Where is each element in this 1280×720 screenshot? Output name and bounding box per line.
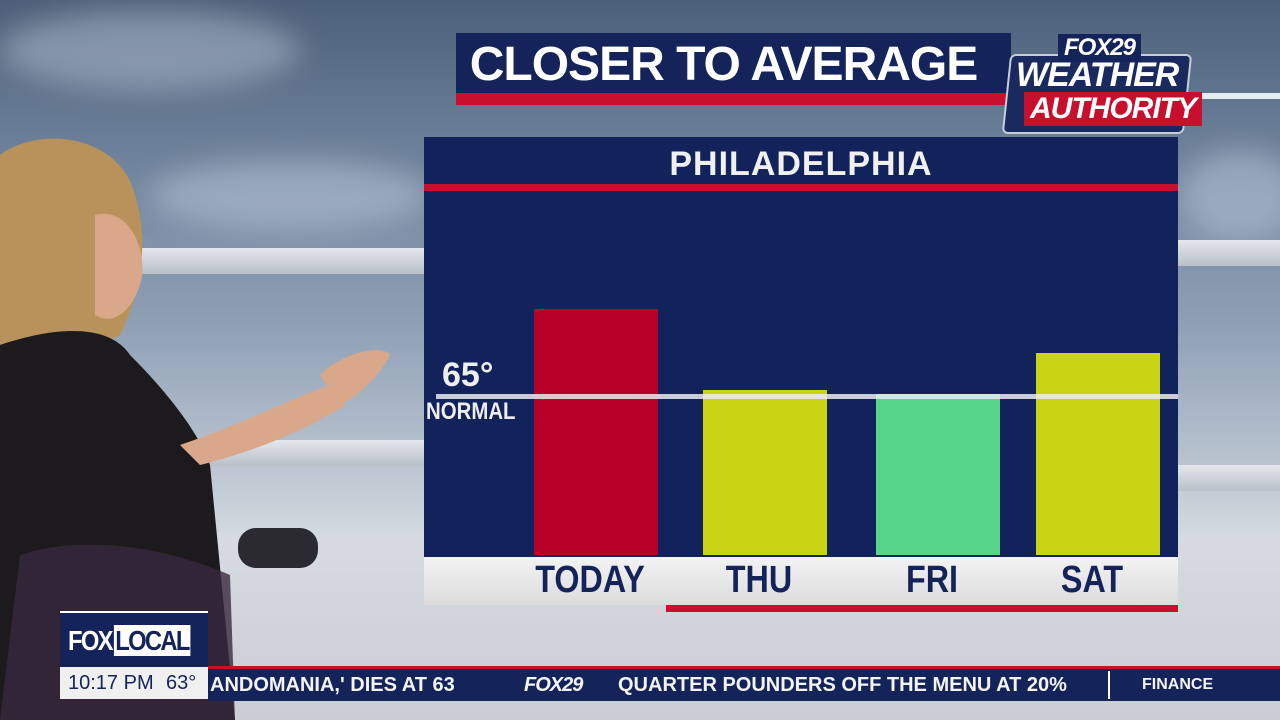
bar-sat <box>1036 353 1160 555</box>
studio-rail <box>1178 240 1280 266</box>
ticker-item: QUARTER POUNDERS OFF THE MENU AT 20% <box>618 674 1067 696</box>
panel-accent-line <box>666 605 1178 612</box>
bar-today <box>534 308 658 555</box>
chart-panel: PHILADELPHIA 65° NORMAL TODAY THU FRI SA… <box>424 137 1178 605</box>
logo-brand: FOX29 <box>1058 34 1142 62</box>
bug-channel-suffix: LOCAL <box>113 625 190 656</box>
ticker-divider <box>1108 671 1110 699</box>
normal-reference-line <box>436 394 1178 399</box>
fox-local-bug: FOX LOCAL <box>60 611 208 669</box>
normal-value-label: 65° <box>442 356 494 394</box>
cloud <box>0 10 300 90</box>
x-tick-label: SAT <box>1060 559 1124 601</box>
headline-underline <box>456 93 1011 105</box>
clock-temp: 10:17 PM 63° <box>60 667 208 699</box>
normal-label: NORMAL <box>426 398 516 425</box>
chart-title: PHILADELPHIA <box>669 145 933 183</box>
headline-banner: CLOSER TO AVERAGE <box>456 33 1011 105</box>
logo-line1: WEATHER <box>1016 56 1179 94</box>
ticker-logo: FOX29 <box>524 674 583 696</box>
studio-rail <box>130 248 430 274</box>
x-tick-label: TODAY <box>535 559 645 601</box>
cloud <box>1180 150 1280 240</box>
weather-authority-logo: FOX29 WEATHER AUTHORITY <box>1001 34 1202 134</box>
current-temp: 63° <box>166 672 197 694</box>
logo-line2: AUTHORITY <box>1024 92 1202 126</box>
bar-thu <box>703 389 827 555</box>
cloud <box>150 160 430 230</box>
bug-channel: FOX <box>68 625 114 656</box>
clock-time: 10:17 PM <box>68 672 154 694</box>
decorative-line <box>1186 93 1280 99</box>
bar-fri <box>876 394 1000 555</box>
headline-title: CLOSER TO AVERAGE <box>469 38 979 91</box>
studio-rail <box>1178 465 1280 491</box>
x-tick-label: FRI <box>905 559 959 601</box>
ticker-item: ANDOMANIA,' DIES AT 63 <box>210 674 455 696</box>
news-ticker: ANDOMANIA,' DIES AT 63 FOX29 QUARTER POU… <box>208 666 1280 701</box>
ticker-section: FINANCE <box>1142 676 1214 693</box>
x-axis-strip <box>424 557 1178 605</box>
x-tick-label: THU <box>725 559 793 601</box>
title-underline <box>424 184 1178 191</box>
